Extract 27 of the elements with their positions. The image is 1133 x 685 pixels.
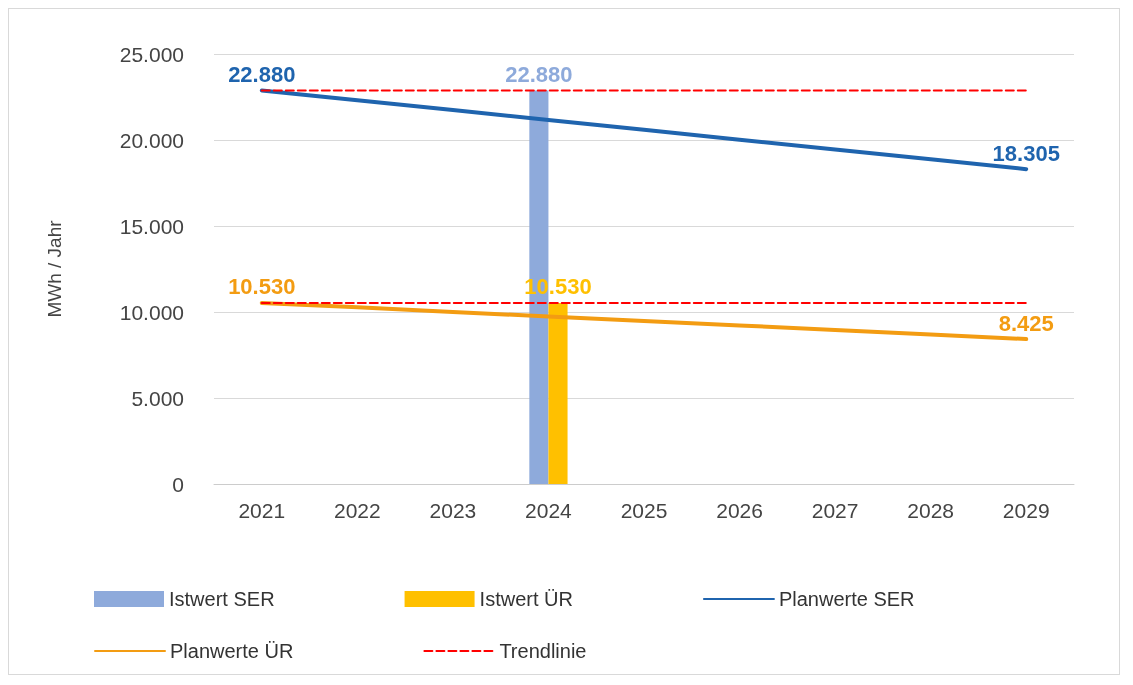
data-label: 10.530 <box>228 274 296 300</box>
legend-label: Planwerte SER <box>778 588 915 610</box>
data-label: 8.425 <box>998 310 1054 336</box>
x-tick-label: 2021 <box>238 499 286 522</box>
legend-label: Planwerte ÜR <box>170 640 294 662</box>
x-tick-label: 2025 <box>620 499 668 522</box>
x-tick-label: 2023 <box>429 499 477 522</box>
x-tick-label: 2028 <box>907 499 955 522</box>
x-tick-label: 2024 <box>525 499 573 522</box>
x-tick-label: 2026 <box>716 499 763 522</box>
data-label: 10.530 <box>524 274 592 300</box>
data-label: 18.305 <box>992 140 1060 166</box>
y-tick-label: 0 <box>172 472 184 496</box>
legend-label: Trendlinie <box>499 640 587 662</box>
y-tick-label: 5.000 <box>131 386 184 410</box>
data-label: 22.880 <box>228 61 296 87</box>
y-tick-label: 10.000 <box>119 300 184 324</box>
x-tick-label: 2027 <box>811 499 859 522</box>
y-axis-title: MWh / Jahr <box>44 219 65 318</box>
legend-label: Istwert ÜR <box>479 588 573 610</box>
legend-label: Istwert SER <box>169 588 275 610</box>
y-tick-label: 25.000 <box>119 42 184 66</box>
data-label: 22.880 <box>505 61 573 87</box>
y-tick-label: 15.000 <box>119 214 184 238</box>
x-tick-label: 2029 <box>1002 499 1050 522</box>
x-tick-label: 2022 <box>333 499 381 522</box>
y-tick-label: 20.000 <box>119 128 184 152</box>
